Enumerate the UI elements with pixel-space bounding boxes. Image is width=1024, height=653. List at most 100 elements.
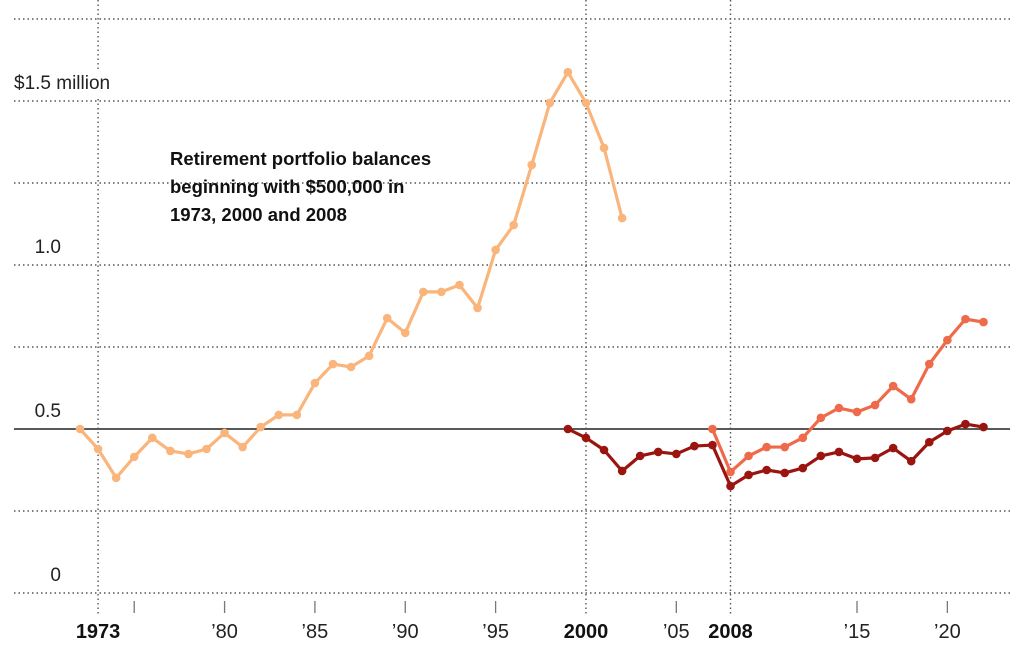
y-tick-label: 1.0 [35,237,61,258]
data-point [473,303,482,313]
data-point [545,98,555,108]
data-point [870,453,880,463]
data-point [202,444,211,454]
data-point [906,394,916,404]
data-point [93,444,103,454]
y-label-bg [47,563,64,588]
y-label-bg [31,235,64,260]
data-point [816,413,826,423]
y-label-bg [31,399,64,424]
data-point [382,313,392,323]
data-point [129,452,139,462]
y-label-bg [11,71,114,96]
chart-title: Retirement portfolio balances beginning … [170,148,436,225]
data-point [400,328,410,338]
series-2 [708,314,988,477]
data-point [924,437,934,447]
data-point [798,433,808,443]
data-point [238,442,247,452]
data-point [220,428,229,438]
data-point [635,451,645,461]
data-point [328,359,338,369]
data-point [888,443,898,453]
data-point [184,449,193,459]
data-point [744,451,753,461]
data-point [943,335,952,345]
x-tick-label: ’20 [934,621,961,643]
series-line [567,422,984,488]
data-point [834,447,844,457]
data-point [852,407,862,417]
data-point [888,381,898,391]
data-point [961,314,970,324]
data-point [166,446,175,456]
title-line-3: 1973, 2000 and 2008 [170,204,347,225]
x-axis: 1973 ’80 ’85 ’90 ’95 2000 ’05 2008 ’15 ’20 [76,601,961,643]
data-point [852,454,862,464]
y-tick-label: 0.5 [35,401,61,422]
data-point [310,378,320,388]
data-point [672,449,681,459]
data-point [563,67,573,77]
data-point [563,424,573,434]
data-point [798,463,808,473]
data-point [961,419,970,429]
data-point [527,160,537,170]
title-line-2: beginning with $500,000 in [170,176,404,197]
x-tick-label: 1973 [76,621,121,643]
data-point [690,441,699,451]
data-point [780,468,790,478]
data-point [617,213,627,223]
data-point [617,466,627,476]
x-tick-label: ’95 [482,621,509,643]
y-axis: 0 0.5 1.0 $1.5 million [11,71,114,588]
x-tick-label: ’90 [392,621,419,643]
data-point [364,351,374,361]
data-point [726,481,735,491]
data-point [979,422,988,432]
data-point [581,433,591,443]
x-tick-label: 2000 [564,621,609,643]
data-point [744,470,753,480]
data-point [870,400,880,410]
data-point [75,424,85,434]
series-line [78,70,624,480]
data-point [256,422,266,432]
data-point [437,287,446,297]
data-point [762,465,771,475]
data-point [292,410,302,420]
data-point [599,143,609,153]
data-point [834,403,844,413]
x-tick-label: ’15 [844,621,871,643]
data-point [419,287,428,297]
y-tick-label: 0 [50,565,61,586]
data-point [581,98,591,108]
x-tick-label: ’05 [663,621,690,643]
data-point [455,280,464,290]
data-point [780,442,790,452]
grid-lines [14,0,1010,615]
data-point [491,245,500,255]
series-1 [563,419,988,491]
data-point [346,362,356,372]
series-line [710,317,984,474]
data-point [147,433,157,443]
data-point [816,451,826,461]
data-point [509,220,518,230]
data-point [599,445,609,455]
data-point [708,440,717,450]
data-point [924,359,934,369]
series-0 [75,67,627,483]
data-point [708,424,717,434]
x-tick-label: ’85 [302,621,329,643]
x-tick-label: 2008 [708,621,753,643]
data-point [111,473,121,483]
data-point [653,447,663,457]
data-point [906,456,916,466]
data-point [274,410,284,420]
y-tick-label: $1.5 million [14,73,110,94]
x-tick-label: ’80 [211,621,238,643]
data-point [762,442,771,452]
data-point [979,317,988,327]
